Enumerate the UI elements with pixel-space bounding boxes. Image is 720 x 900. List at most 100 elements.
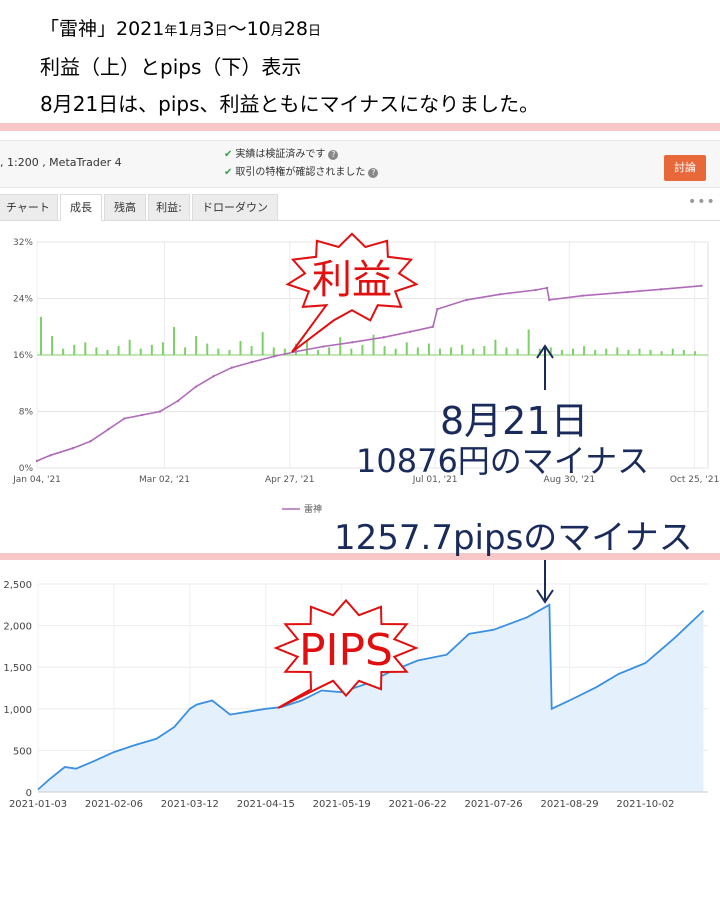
y-tick-label: 16% (13, 351, 33, 361)
daily-bar (671, 348, 674, 355)
y-tick-label: 2,000 (3, 622, 32, 633)
y-tick-label: 2,500 (3, 580, 32, 591)
header-day: 28 (283, 18, 308, 40)
verified-row-2: ✔ 取引の特権が確認されました? (224, 163, 379, 178)
pips-note: 1257.7pipsのマイナス (334, 518, 693, 558)
daily-bar (206, 343, 209, 355)
growth-point (71, 447, 74, 450)
x-tick-label: 2021-10-02 (616, 799, 674, 810)
header-line-3: 8月21日は、pips、利益ともにマイナスになりました。 (40, 92, 540, 116)
header-range-start: 「雷神」2021 (40, 18, 165, 40)
daily-bar (328, 347, 331, 355)
x-tick-label: Apr 27, '21 (265, 475, 315, 485)
daily-bar (494, 339, 497, 355)
daily-bar (173, 327, 175, 355)
daily-bar (106, 349, 109, 355)
growth-point (659, 288, 663, 291)
divider-bottom (0, 553, 720, 560)
y-tick-label: 500 (13, 746, 32, 757)
daily-bar (416, 347, 419, 355)
daily-bar (150, 344, 153, 355)
header-month: 1 (177, 18, 190, 40)
daily-bar (572, 348, 574, 355)
x-tick-label: Jan 04, '21 (12, 475, 61, 485)
daily-bar (560, 349, 563, 355)
y-tick-label: 1,500 (3, 663, 32, 674)
header-unit: 日 (214, 24, 228, 39)
y-tick-label: 24% (13, 295, 33, 305)
daily-bar (682, 349, 685, 355)
tab-growth[interactable]: 成長 (60, 194, 102, 221)
tab-chart[interactable]: チャート (0, 194, 58, 220)
daily-bar (439, 348, 441, 355)
arrow-up-head (536, 344, 554, 359)
daily-bar (250, 346, 253, 355)
pips-area-fill (38, 604, 704, 792)
x-tick-label: 2021-02-06 (85, 799, 143, 810)
header-unit: 年 (164, 24, 178, 39)
growth-point (465, 298, 468, 302)
growth-point (272, 355, 276, 358)
x-tick-label: Mar 02, '21 (139, 475, 190, 485)
tab-balance[interactable]: 残高 (104, 194, 146, 220)
daily-bar (616, 347, 619, 355)
header-unit: 月 (189, 24, 203, 39)
daily-bar (84, 342, 87, 355)
daily-bar (261, 332, 264, 355)
growth-point (322, 345, 325, 348)
profit-burst-label: 利益 (312, 257, 392, 303)
y-tick-label: 32% (13, 238, 33, 248)
x-tick-label: 2021-05-19 (313, 799, 371, 810)
daily-bar (383, 346, 386, 355)
pips-burst-label: PIPS (299, 625, 393, 676)
x-tick-label: 2021-04-15 (237, 799, 295, 810)
verified-row-1: ✔ 実績は検証済みです? (224, 145, 339, 160)
daily-bar (361, 344, 364, 355)
y-tick-label: 1,000 (3, 705, 32, 716)
daily-bar (217, 348, 220, 355)
info-icon[interactable]: ? (328, 150, 339, 160)
daily-bar (627, 349, 630, 355)
daily-bar (472, 348, 475, 355)
daily-bar (372, 334, 375, 355)
discuss-button[interactable]: 討論 (664, 155, 706, 181)
daily-bar (350, 348, 353, 355)
pips-chart: 0 500 1,000 1,500 2,000 2,500 2021-01-03 2021-0… (3, 580, 708, 810)
growth-point (382, 336, 385, 339)
daily-bar (660, 351, 663, 355)
header-line-2: 利益（上）とpips（下）表示 (40, 55, 302, 79)
daily-bar (461, 344, 464, 355)
arrow-down-head (536, 589, 554, 604)
pips-burst-shape (273, 598, 419, 709)
daily-bar (538, 348, 541, 355)
x-tick-label: 2021-08-29 (540, 799, 598, 810)
growth-point (295, 350, 298, 353)
growth-point (700, 284, 703, 287)
more-dots-icon[interactable]: ••• (688, 194, 716, 210)
daily-bar (516, 348, 519, 355)
daily-bar (161, 342, 164, 355)
info-icon[interactable]: ? (368, 168, 379, 178)
x-tick-label: Jul 01, '21 (412, 475, 458, 485)
x-tick-label: 2021-07-26 (465, 799, 523, 810)
daily-bar (527, 329, 530, 355)
daily-bar (583, 346, 586, 355)
daily-bar (117, 346, 120, 355)
check-icon: ✔ (224, 149, 233, 160)
growth-point (545, 286, 549, 290)
daily-bar (62, 348, 65, 355)
growth-point (250, 360, 253, 364)
daily-bar (483, 346, 486, 355)
tab-drawdown[interactable]: ドローダウン (192, 194, 278, 220)
date-note: 8月21日 (440, 399, 589, 443)
profit-burst-shape (285, 232, 419, 353)
daily-bar (306, 338, 308, 355)
growth-point (212, 374, 215, 378)
daily-bar (228, 349, 231, 355)
growth-point (230, 366, 233, 369)
yen-note: 10876円のマイナス (356, 442, 650, 480)
daily-bar (239, 341, 242, 355)
tab-profit[interactable]: 利益: (148, 194, 190, 220)
growth-series-line (36, 285, 702, 462)
